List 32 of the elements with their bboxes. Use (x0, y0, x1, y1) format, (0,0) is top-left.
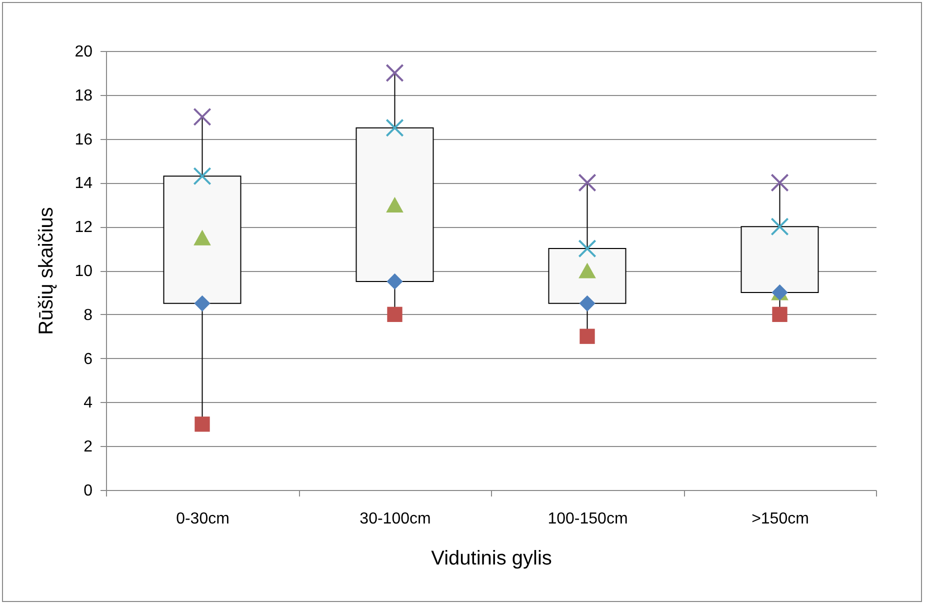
x-axis-title: Vidutinis gylis (431, 548, 552, 570)
point (386, 64, 404, 82)
y-tick-label: 2 (84, 438, 93, 456)
y-tick-label: 14 (74, 175, 93, 192)
point (387, 306, 402, 322)
y-tick-label: 18 (74, 87, 93, 104)
y-tick-label: 12 (74, 219, 93, 236)
y-tick-label: 16 (74, 131, 93, 148)
point (578, 239, 596, 258)
y-tick-label: 10 (74, 263, 93, 280)
point (194, 416, 210, 432)
y-tick-label: 0 (84, 482, 93, 500)
y-axis-title: Rūšių skaičius (36, 207, 58, 335)
x-tick-label: 0-30cm (176, 510, 230, 528)
point (193, 108, 212, 126)
point (770, 174, 789, 192)
point (579, 295, 596, 312)
y-tick-label: 20 (74, 44, 93, 60)
y-tick-label: 4 (84, 394, 93, 412)
point (386, 118, 404, 137)
point (386, 273, 403, 290)
x-tick-label: 100-150cm (548, 510, 628, 528)
point (194, 295, 210, 312)
point (772, 306, 788, 322)
y-tick-label: 6 (84, 350, 93, 368)
point (578, 174, 596, 192)
y-tick-label: 8 (84, 306, 93, 324)
point (193, 167, 212, 186)
point (770, 218, 789, 236)
x-tick-label: >150cm (752, 510, 809, 528)
point (580, 328, 595, 344)
x-tick-label: 30-100cm (360, 510, 431, 528)
